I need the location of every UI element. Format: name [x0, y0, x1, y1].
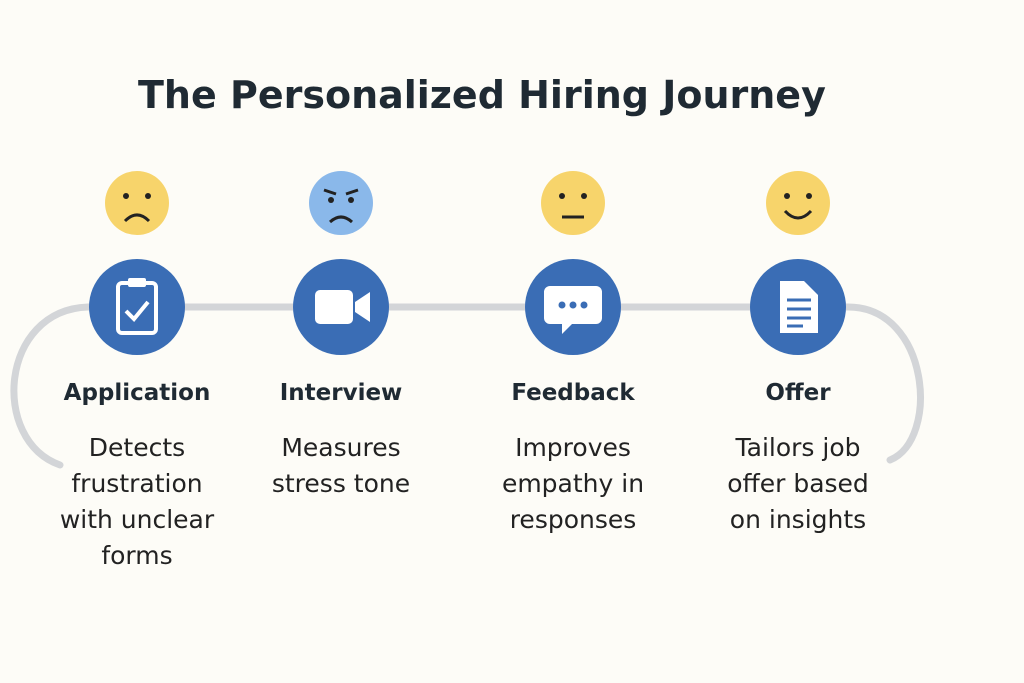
icon-video	[293, 259, 389, 355]
stage-description: Improves	[515, 433, 631, 462]
stage-description: frustration	[71, 469, 202, 498]
face-stressed	[309, 171, 373, 235]
stage-label: Application	[64, 380, 211, 406]
stage-description: forms	[101, 541, 172, 570]
face-sad	[105, 171, 169, 235]
journey-path	[10, 303, 924, 469]
icon-chat	[525, 259, 621, 355]
stage-description: Detects	[89, 433, 185, 462]
stage-description: offer based	[727, 469, 869, 498]
stage-label: Offer	[765, 380, 831, 406]
stage-description: Measures	[281, 433, 400, 462]
stage-description: on insights	[730, 505, 866, 534]
stage-description: Tailors job	[735, 433, 861, 462]
stage-description: empathy in	[502, 469, 644, 498]
face-happy	[766, 171, 830, 235]
stage-description: stress tone	[272, 469, 410, 498]
icon-document	[750, 259, 846, 355]
stage-label: Interview	[280, 380, 403, 406]
title: The Personalized Hiring Journey	[138, 73, 826, 117]
stage-description: with unclear	[60, 505, 215, 534]
icon-clipboard	[89, 259, 185, 355]
stage-description: responses	[510, 505, 637, 534]
stage-label: Feedback	[511, 380, 635, 406]
face-neutral	[541, 171, 605, 235]
